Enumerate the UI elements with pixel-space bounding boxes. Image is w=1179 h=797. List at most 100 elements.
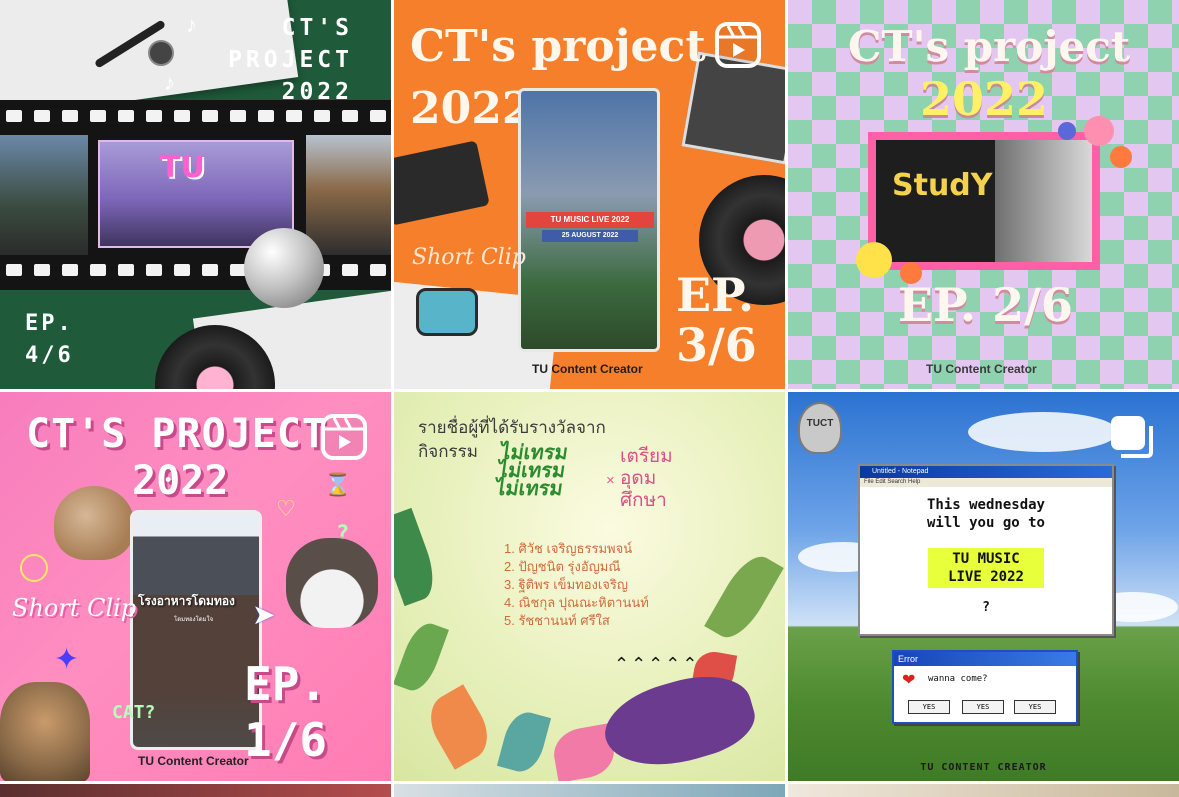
cat-label: CAT? — [112, 702, 156, 723]
yes-button[interactable]: YES — [1014, 700, 1056, 714]
cat-sticker — [54, 486, 134, 560]
event-logo-right: เตรียม อุดม ศึกษา — [620, 446, 700, 512]
study-vlog-logo: StudY — [892, 168, 993, 203]
winner-item: 3. ฐิติพร เข็มทองเจริญ — [504, 577, 628, 592]
title-line: CT'S — [281, 15, 353, 41]
notepad-titlebar: Untitled - Notepad — [860, 466, 1112, 478]
error-message: wanna come? — [928, 674, 988, 684]
episode-line: 3/6 — [676, 318, 757, 372]
film-frame-photo — [0, 135, 88, 255]
music-note-icon: ♪ — [186, 12, 197, 37]
episode-label: EP. 1/6 — [244, 656, 327, 768]
screen-banner-date: 25 AUGUST 2022 — [542, 230, 638, 242]
film-frame-photo — [98, 140, 294, 248]
yes-button[interactable]: YES — [962, 700, 1004, 714]
title-line: CT's project — [410, 21, 706, 72]
cloud-decoration — [968, 412, 1118, 452]
film-sprocket-row — [0, 110, 391, 124]
highlight-text: TU MUSIC LIVE 2022 — [928, 548, 1044, 588]
logo-line: ศึกษา — [620, 490, 667, 511]
post-year: 2022 — [132, 458, 229, 504]
short-clip-label: Short Clip — [412, 245, 526, 270]
cross-symbol: × — [606, 472, 615, 489]
flower-icon — [856, 242, 892, 278]
episode-label: EP. 3/6 — [676, 270, 757, 370]
winner-item: 5. รัชชานนท์ ศรีใส — [504, 613, 610, 628]
cursor-icon: ➤ — [252, 599, 276, 630]
episode-line: 1/6 — [244, 713, 328, 767]
radio-clock-icon — [416, 288, 478, 336]
episode-label: EP. 4/6 — [25, 308, 74, 372]
smiley-icon — [20, 554, 48, 582]
post-tile-2[interactable]: CT's project 2022 TU MUSIC LIVE 2022 25 … — [394, 0, 785, 389]
post-tile-4[interactable]: CT'S PROJECT 2022 ♡ ✦ ⌛ ? โรงอาหารโดมทอง… — [0, 392, 391, 781]
tu-logo: TU — [160, 150, 205, 185]
post-title: CT'S PROJECT — [26, 411, 327, 457]
heading-line: กิจกรรม — [418, 442, 479, 461]
heart-icon: ♡ — [276, 496, 296, 521]
sparkle-icon: ✦ — [54, 643, 80, 676]
title-line: 2022 — [410, 83, 533, 134]
winners-list: 1. ศิวัช เจริญธรรมพจน์ 2. ปัญชนิต รุ่งอั… — [504, 540, 649, 630]
yes-button[interactable]: YES — [908, 700, 950, 714]
episode-line: EP. — [244, 657, 328, 711]
highlight-line: TU MUSIC — [952, 551, 1020, 567]
episode-line: EP. — [25, 311, 74, 336]
disco-ball-icon — [244, 228, 324, 308]
birds-decoration: ⌃⌃⌃⌃⌃ — [614, 654, 700, 674]
logo-line: ไม่เทรม — [493, 478, 565, 500]
film-frame-photo — [306, 135, 391, 255]
reel-icon — [321, 414, 367, 460]
post-tile-3[interactable]: CT's project 2022 StudY EP. 2/6 TU Conte… — [788, 0, 1179, 389]
notepad-line: This wednesday — [926, 497, 1045, 513]
post-heading: รายชื่อผู้ที่ได้รับรางวัลจาก กิจกรรม — [418, 416, 678, 464]
coral-decoration — [419, 684, 499, 770]
film-sprocket-row — [0, 264, 391, 278]
winner-item: 1. ศิวัช เจริญธรรมพจน์ — [504, 541, 633, 556]
carousel-icon — [1109, 414, 1155, 460]
phone-screenshot — [130, 510, 262, 750]
episode-line: EP. — [676, 268, 755, 322]
credit-text: TU CONTENT CREATOR — [920, 762, 1047, 773]
cat-sticker — [286, 538, 378, 628]
screen-subcaption: โดมทองโดมใจ — [174, 617, 214, 623]
tuct-bulb-logo: TUCT — [798, 402, 842, 454]
notepad-text: This wednesday will you go to — [860, 496, 1112, 532]
cassette-icon — [394, 140, 490, 226]
post-tile-6[interactable]: TUCT Untitled - Notepad File Edit Search… — [788, 392, 1179, 781]
post-tile-5[interactable]: รายชื่อผู้ที่ได้รับรางวัลจาก กิจกรรม ไม่… — [394, 392, 785, 781]
music-note-icon: ♪ — [164, 70, 175, 95]
post-title: CT's project — [848, 22, 1131, 71]
title-line: PROJECT — [228, 47, 353, 73]
logo-line: เตรียม — [620, 446, 673, 467]
notepad-window: Untitled - Notepad File Edit Search Help… — [858, 464, 1114, 636]
post-year: 2022 — [920, 72, 1049, 126]
winner-item: 2. ปัญชนิต รุ่งอัญมณี — [504, 559, 621, 574]
winner-item: 4. ณิชกุล ปุณณะหิตานนท์ — [504, 595, 649, 610]
heading-line: รายชื่อผู้ที่ได้รับรางวัลจาก — [418, 418, 606, 437]
post-tile-1[interactable]: ♪ ♪ CT'S PROJECT 2022 TU EP. 4/6 — [0, 0, 391, 389]
study-vlog-photo — [876, 140, 1092, 262]
leaf-decoration — [496, 707, 552, 777]
leaf-decoration — [394, 507, 443, 607]
hourglass-icon: ⌛ — [324, 472, 352, 497]
microphone-head-icon — [148, 40, 174, 66]
screen-banner: TU MUSIC LIVE 2022 — [526, 212, 654, 228]
leaf-decoration — [704, 548, 784, 646]
credit-text: TU Content Creator — [926, 362, 1037, 376]
credit-text: TU Content Creator — [138, 754, 249, 768]
leaf-decoration — [394, 618, 449, 696]
screen-caption: โรงอาหารโดมทอง — [138, 594, 235, 608]
logo-line: อุดม — [620, 468, 657, 489]
episode-label: EP. 2/6 — [898, 278, 1073, 332]
notepad-menubar: File Edit Search Help — [860, 478, 1112, 487]
whale-illustration — [595, 662, 763, 781]
error-titlebar: Error — [894, 652, 1076, 666]
post-title: CT'S PROJECT 2022 — [228, 12, 353, 108]
heart-icon: ❤ — [902, 672, 916, 689]
error-dialog: Error ❤ wanna come? YES YES YES — [892, 650, 1078, 724]
credit-text: TU Content Creator — [532, 362, 643, 376]
reel-icon — [715, 22, 761, 68]
short-clip-label: Short Clip — [12, 594, 137, 622]
